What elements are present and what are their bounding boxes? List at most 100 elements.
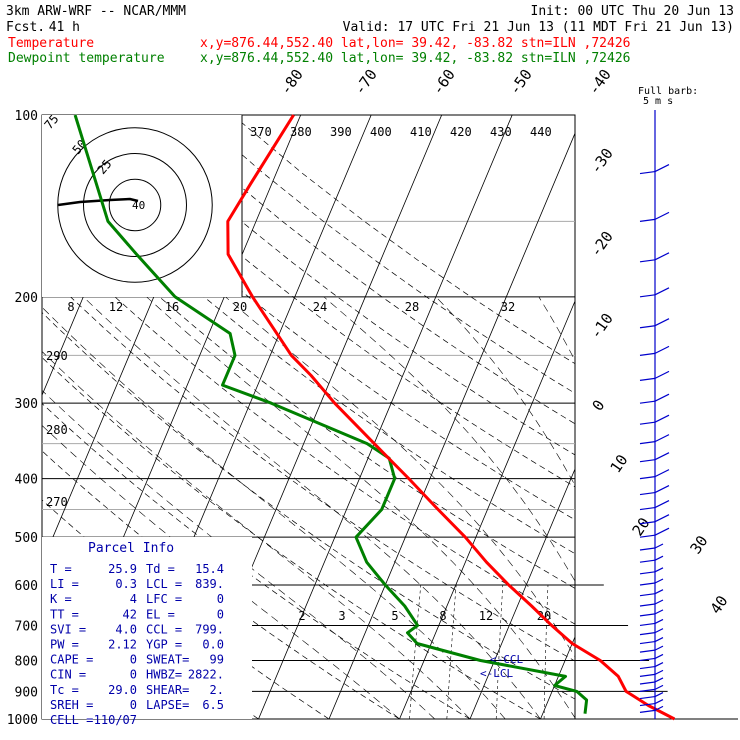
mixing-ratio-label: 2 [298,609,305,623]
wind-barb [639,695,656,700]
wind-barb-feather [654,500,670,509]
mixing-ratio-line [446,584,457,719]
theta-side-labels: 290 280 270 [46,349,68,509]
dry-adiabat [42,184,575,589]
theta-e-label: 390 [330,125,352,139]
wind-barb-feather [654,514,670,523]
isotherm-label: 0 [589,397,609,415]
wind-barb-feather [654,543,664,549]
parcel-key-2: LAPSE= [146,698,189,712]
wind-barb-feather [654,434,670,443]
parcel-key: T = [50,562,72,576]
wind-barb [639,593,656,597]
wind-barb [639,559,656,563]
wind-barb [639,582,656,586]
wind-barb [639,613,656,617]
hodograph-trace [57,197,139,207]
parcel-key-2: SWEAT= [146,653,189,667]
parcel-key-2: HWBZ= [146,668,182,682]
parcel-key-2: LFC = [146,592,182,606]
model-title: 3km ARW-WRF -- NCAR/MMM [6,4,186,19]
isotherm-line [540,635,575,719]
isotherm-label: 10 [607,451,632,476]
hodograph-rings [57,127,213,283]
upper-temp-label: 28 [405,300,419,314]
isotherm-line [611,115,740,719]
wind-barb-feather [654,628,664,634]
wind-barb-feather [654,599,664,605]
upper-temp-label: 24 [313,300,327,314]
wind-barb [639,688,656,692]
isotherm-label: -30 [587,145,617,178]
wind-barb-feather [654,252,670,261]
wind-barb-feather [654,669,664,675]
dewpoint-location: x,y=876.44,552.40 lat,lon= 39.42, -83.82… [200,51,630,66]
wind-barb-feather [654,393,670,402]
wind-barb [639,506,656,511]
wind-barbs [639,110,670,719]
fcst-value: 41 h [49,20,80,35]
wind-barb [639,603,656,607]
wind-barb [639,665,656,670]
wind-barb-feather [654,527,670,536]
theta-e-label: 370 [250,125,272,139]
isotherm-line [469,467,575,719]
wind-barb-feather [654,589,664,595]
hodograph-ring [83,153,187,257]
parcel-value: 0 [130,668,137,682]
wind-barb [639,547,656,551]
pressure-label: 100 [15,109,38,124]
isotherm-label: -20 [587,228,617,261]
parcel-key: LI = [50,577,79,591]
theta-e-label: 380 [290,125,312,139]
pressure-label: 800 [15,654,38,669]
dry-adiabat [42,356,541,719]
wind-barb-feather [654,645,664,651]
wind-barb [639,673,656,677]
isotherm-label: 30 [687,532,712,557]
parcel-key: PW = [50,638,79,652]
moist-adiabat [323,296,575,582]
pressure-label: 700 [15,619,38,634]
hodograph-background [42,115,242,297]
barb-legend-unit: 5 m s [643,96,673,107]
parcel-value-2: 6.5 [202,698,224,712]
parcel-value: 29.0 [108,683,137,697]
mixing-ratio-line [495,584,504,719]
wind-barb-feather [654,452,670,461]
parcel-key-2: LCL = [146,577,182,591]
parcel-key-2: EL = [146,607,175,621]
wind-barb-feather [654,211,670,220]
isotherm-line [328,132,575,719]
wind-barb-feather [654,609,664,615]
isotherm-label: -40 [585,66,615,99]
parcel-value-2: 2822. [188,668,224,682]
wind-barb [639,632,656,636]
wind-barb-feather [654,287,670,296]
wind-barb-feather [654,163,670,173]
parcel-value-2: 839. [195,577,224,591]
theta-e-label: 420 [450,125,472,139]
wind-barb-feather [654,618,664,624]
parcel-value: 25.9 [108,562,137,576]
parcel-value-2: 99 [210,653,224,667]
mixing-ratio-line [409,584,422,719]
init-time: Init: 00 UTC Thu 20 Jun 13 [531,4,735,19]
parcel-info-box: Parcel Info T = 25.9 Td = 15.4 LI = 0.3 LCL = 8… [42,537,252,727]
parcel-value-2: 799. [195,622,224,636]
wind-barb [639,622,656,627]
parcel-key: K = [50,592,72,606]
wind-barb [639,702,656,707]
fcst-label: Fcst. [6,20,45,35]
barb-legend-title: Full barb: [638,86,698,97]
wind-barb [639,170,656,175]
wind-barb-feather [654,699,664,705]
wind-barb [639,459,656,463]
wind-barb [639,476,656,480]
dewpoint-legend: Dewpoint temperature [8,51,165,66]
wind-barb-feather [654,469,670,478]
parcel-value: 2.12 [108,638,137,652]
wind-barb [639,709,656,713]
